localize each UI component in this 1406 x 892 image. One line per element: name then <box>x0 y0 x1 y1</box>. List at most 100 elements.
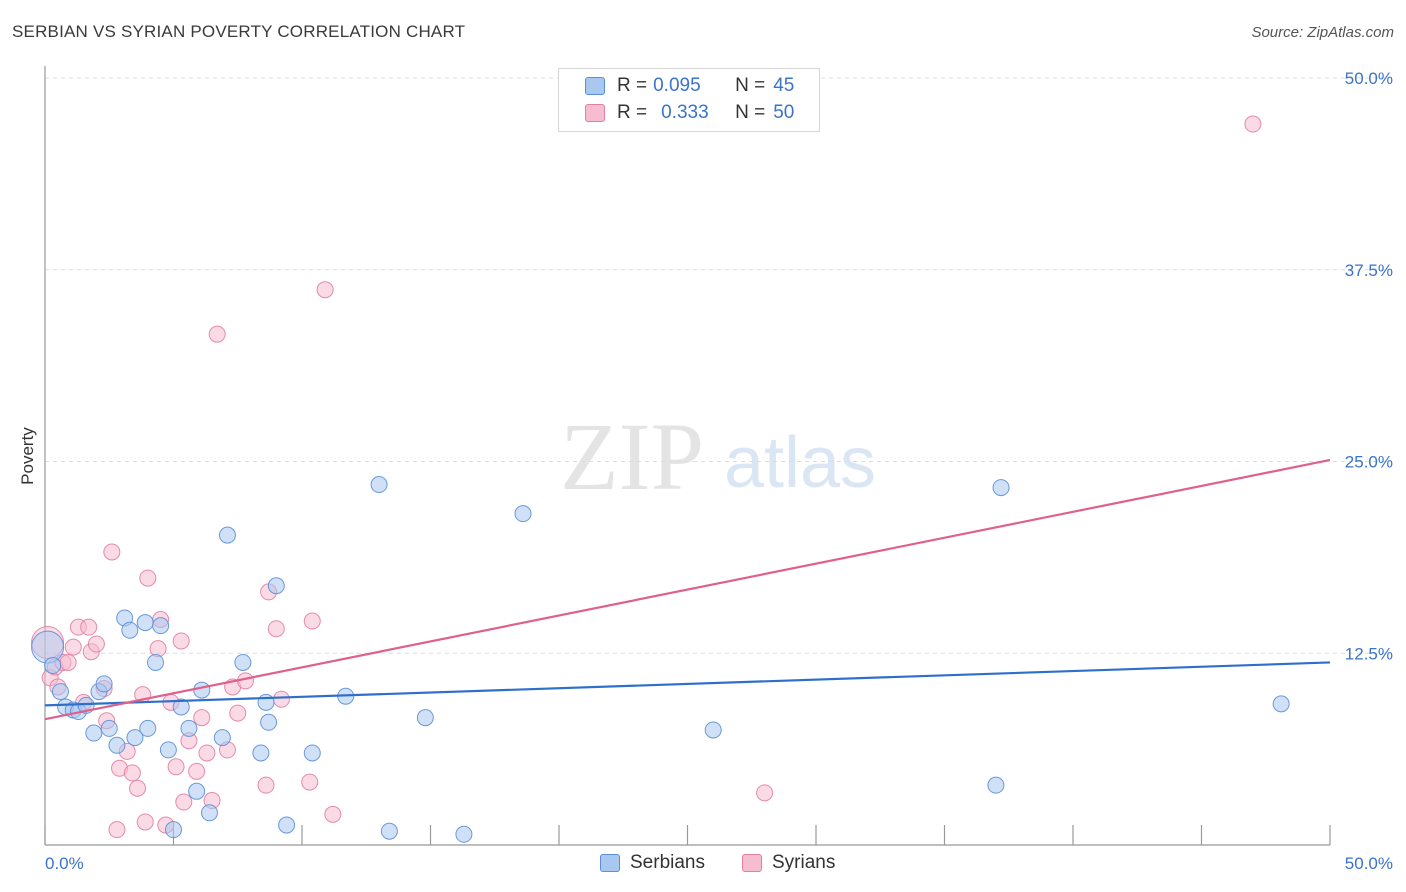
serbian-point <box>455 825 473 843</box>
syrian-point <box>167 758 185 776</box>
serbian-point <box>514 505 532 523</box>
serbian-point <box>252 744 270 762</box>
serbian-point <box>31 630 65 664</box>
serbian-point <box>95 675 113 693</box>
syrian-point <box>139 569 157 587</box>
bottom-legend-label: Serbians <box>630 852 705 873</box>
syrians-trend-line <box>44 458 1331 721</box>
serbian-point <box>704 721 722 739</box>
serbian-point <box>121 621 139 639</box>
serbian-point <box>180 719 198 737</box>
syrian-point <box>267 620 285 638</box>
serbian-point <box>213 729 231 747</box>
legend-r-label: R = <box>617 75 648 96</box>
legend-n-value: 50 <box>773 102 795 123</box>
syrian-point <box>303 612 321 630</box>
syrian-point <box>316 281 334 299</box>
serbian-point <box>172 698 190 716</box>
serbian-point <box>44 657 62 675</box>
y-tick-label: 50.0% <box>1345 69 1393 88</box>
correlation-legend: R = 0.095 N = 45 R = 0.333 N = 50 <box>558 68 820 132</box>
serbian-point <box>165 821 182 839</box>
serbian-point <box>416 709 434 727</box>
syrian-point <box>172 632 190 650</box>
serbian-point <box>278 816 296 834</box>
serbian-point <box>193 681 211 699</box>
y-tick-label: 37.5% <box>1345 261 1393 280</box>
serbian-point <box>85 724 103 742</box>
syrians-points <box>31 115 1262 839</box>
watermark: ZIP atlas <box>560 403 876 510</box>
legend-r-label: R = <box>617 102 648 123</box>
serbian-point <box>152 617 170 635</box>
serbian-point <box>992 479 1010 497</box>
syrian-point <box>188 762 206 780</box>
syrian-point <box>257 776 275 794</box>
serbians-points <box>31 476 1290 843</box>
syrian-point <box>136 813 154 831</box>
legend-r-value: 0.333 <box>661 102 709 123</box>
serbian-point <box>188 782 206 800</box>
serbian-point <box>380 822 398 840</box>
legend-n-value: 45 <box>773 75 795 96</box>
serbian-point <box>136 614 154 632</box>
syrian-point <box>198 744 216 762</box>
axes <box>44 66 1331 846</box>
serbian-point <box>51 683 69 701</box>
watermark-atlas: atlas <box>724 423 876 503</box>
serbian-point <box>139 719 157 737</box>
syrian-point <box>756 784 774 802</box>
syrian-point <box>80 618 98 636</box>
serbian-point <box>1272 695 1290 713</box>
legend-row-syrians: R = 0.333 N = 50 <box>585 101 794 125</box>
watermark-zip: ZIP <box>560 403 704 510</box>
serbians-swatch <box>600 854 620 872</box>
serbians-trend-line <box>44 661 1331 707</box>
serbian-point <box>218 526 236 544</box>
legend-n-label: N = <box>735 75 766 96</box>
syrian-point <box>229 704 247 722</box>
x-tick-label: 0.0% <box>45 854 84 873</box>
serbian-point <box>108 736 126 754</box>
syrian-point <box>272 690 290 708</box>
y-tick-label: 25.0% <box>1345 453 1393 472</box>
syrians-swatch <box>585 104 605 122</box>
serbian-point <box>147 653 165 671</box>
syrian-point <box>129 779 147 797</box>
bottom-legend-serbians: Serbians <box>600 852 705 874</box>
y-tick-label: 12.5% <box>1345 644 1393 663</box>
tick-labels: 12.5% 25.0% 37.5% 50.0% 0.0% 50.0% <box>45 69 1393 873</box>
syrian-point <box>103 543 121 561</box>
serbian-point <box>303 744 321 762</box>
serbian-point <box>126 729 144 747</box>
serbian-point <box>987 776 1005 794</box>
syrian-point <box>301 773 319 791</box>
syrian-point <box>108 821 126 839</box>
x-tick-label: 50.0% <box>1345 854 1393 873</box>
chart-source: Source: ZipAtlas.com <box>1251 24 1394 41</box>
syrian-point <box>175 793 193 811</box>
syrian-point <box>1244 115 1262 133</box>
serbian-point <box>200 804 218 822</box>
serbian-point <box>100 719 118 737</box>
serbian-point <box>370 476 388 494</box>
serbian-point <box>234 653 252 671</box>
gridlines <box>45 77 1392 654</box>
legend-r-value: 0.095 <box>653 75 701 96</box>
syrian-point <box>123 764 141 782</box>
serbian-point <box>260 713 278 731</box>
bottom-legend-label: Syrians <box>772 852 836 873</box>
syrian-point <box>324 805 342 823</box>
syrian-point <box>87 635 105 653</box>
syrian-point <box>193 709 211 727</box>
legend-n-label: N = <box>735 102 766 123</box>
chart-title: SERBIAN VS SYRIAN POVERTY CORRELATION CH… <box>12 22 466 41</box>
syrian-point <box>149 640 167 658</box>
serbian-point <box>159 741 177 759</box>
syrian-point <box>64 638 82 656</box>
serbian-point <box>267 577 285 595</box>
serbians-swatch <box>585 77 605 95</box>
bottom-legend-syrians: Syrians <box>742 852 835 874</box>
trend-lines <box>44 458 1331 721</box>
